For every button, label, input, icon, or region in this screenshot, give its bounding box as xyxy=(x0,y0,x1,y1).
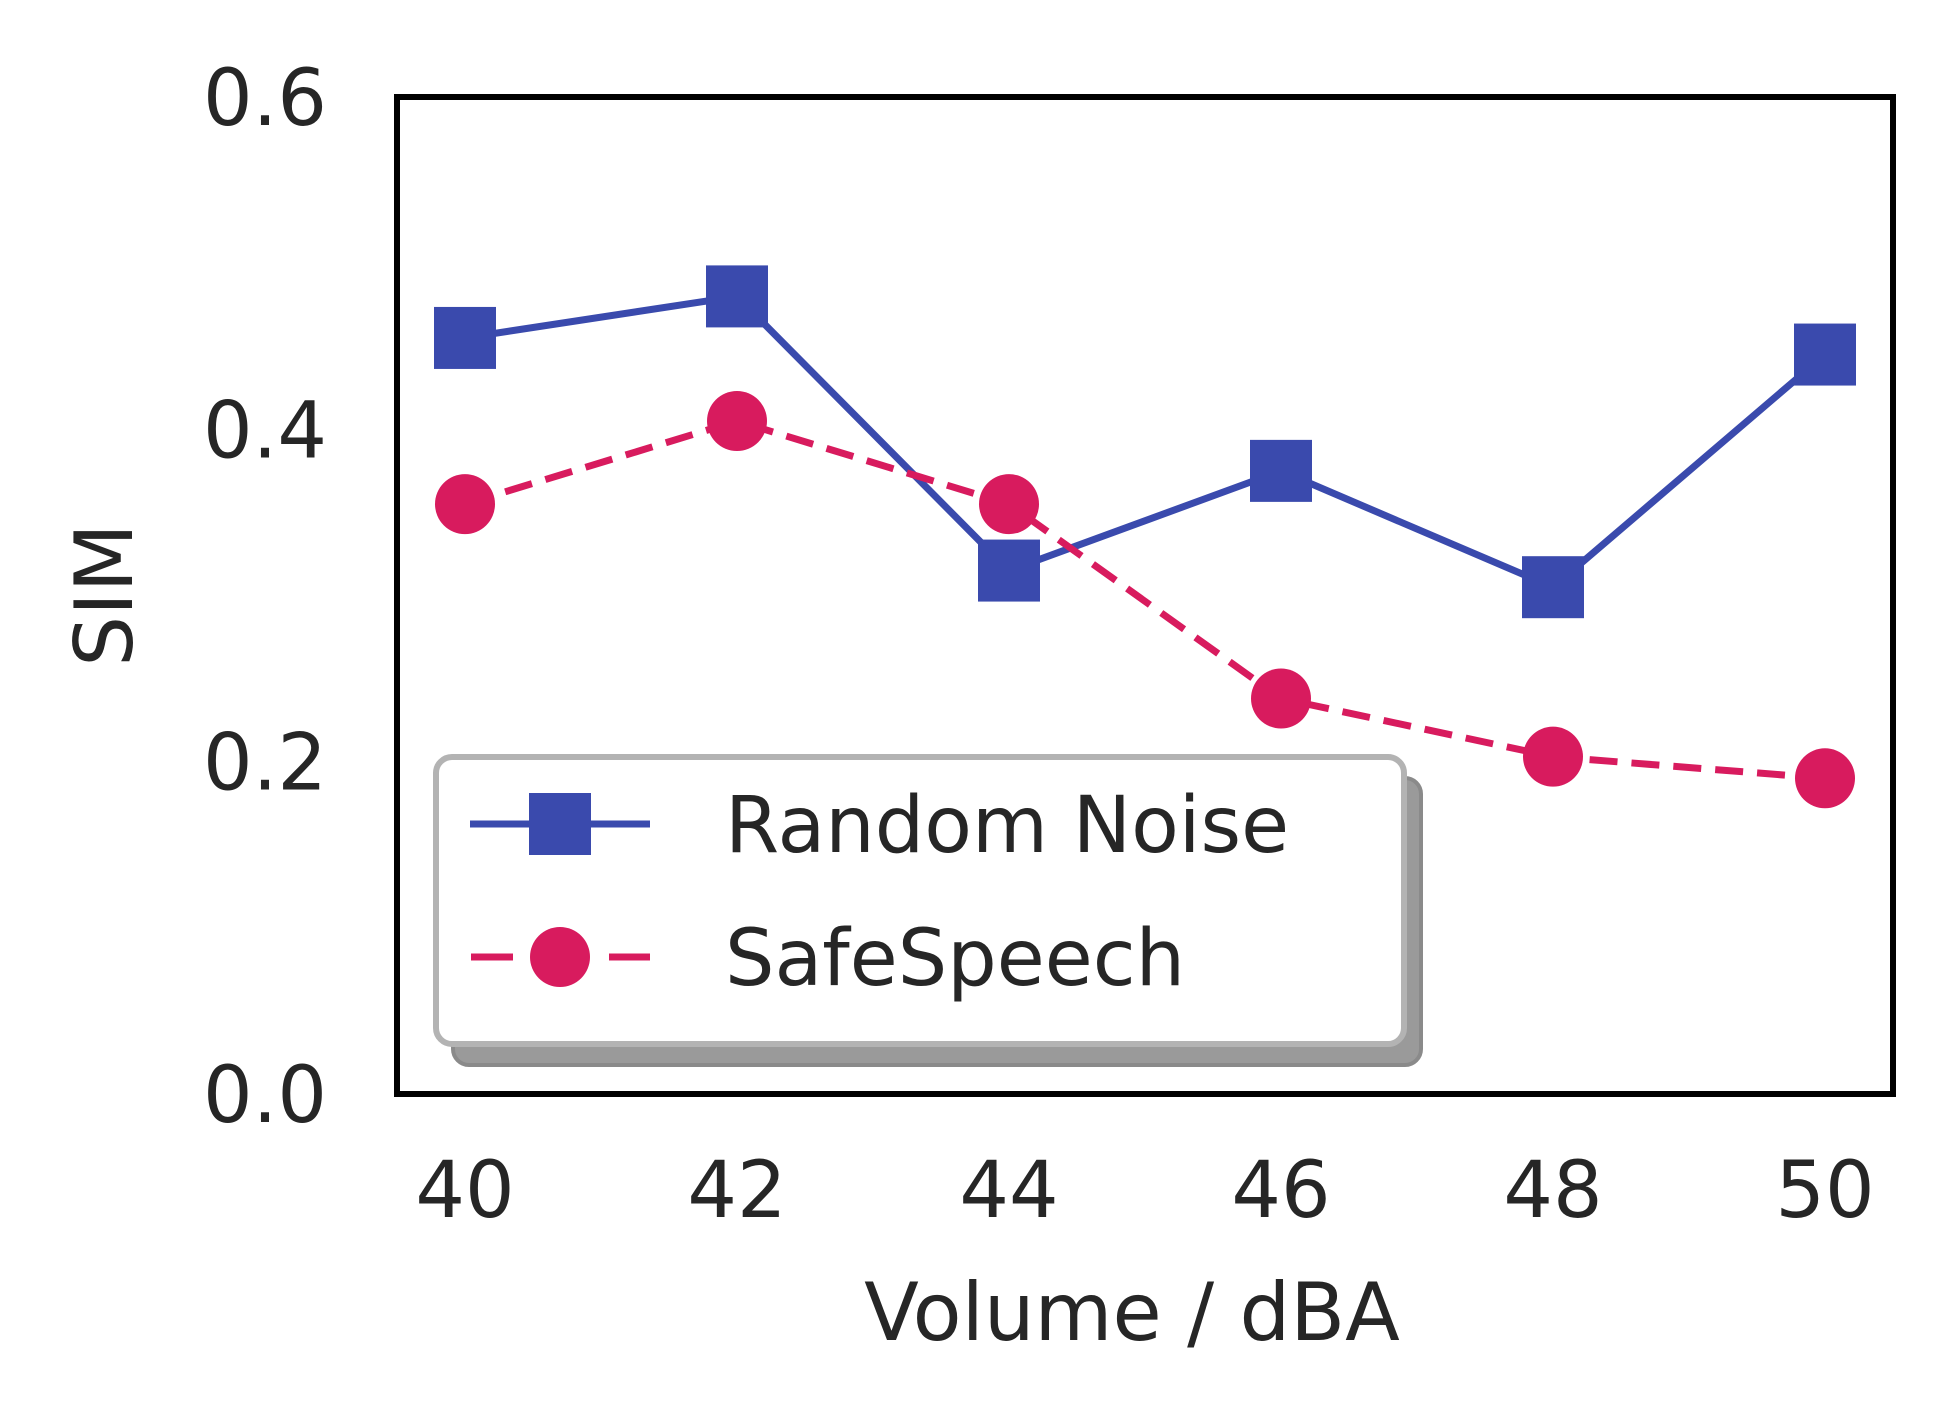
x-tick-label: 42 xyxy=(687,1146,786,1236)
x-tick-label: 44 xyxy=(959,1146,1058,1236)
x-tick-label: 50 xyxy=(1775,1146,1874,1236)
series-line-safespeech xyxy=(463,417,1826,782)
data-point xyxy=(978,539,1040,602)
legend-marker xyxy=(529,793,591,855)
legend-entry-random-noise: Random Noise xyxy=(470,781,1289,871)
data-point xyxy=(1523,726,1583,787)
data-point xyxy=(707,391,767,452)
legend-marker xyxy=(530,927,590,987)
y-tick-label: 0.0 xyxy=(203,1051,327,1141)
data-point xyxy=(435,474,495,535)
y-axis: 0.0 0.2 0.4 0.6 xyxy=(203,54,327,1141)
data-point xyxy=(434,306,496,369)
x-tick-label: 48 xyxy=(1503,1146,1602,1236)
series-line-random-noise xyxy=(464,292,1828,591)
data-point xyxy=(1795,748,1855,809)
data-point xyxy=(706,265,768,328)
series-safespeech xyxy=(435,391,1855,809)
data-point xyxy=(1251,668,1311,729)
legend-entry-safespeech: SafeSpeech xyxy=(471,914,1185,1004)
x-axis: 40 42 44 46 48 50 xyxy=(415,1146,1874,1236)
y-tick-label: 0.4 xyxy=(203,386,327,476)
legend: Random Noise SafeSpeech xyxy=(433,754,1423,1067)
x-axis-title: Volume / dBA xyxy=(864,1266,1400,1359)
x-tick-label: 40 xyxy=(415,1146,514,1236)
data-point xyxy=(1794,323,1856,386)
legend-label: Random Noise xyxy=(725,781,1289,871)
y-axis-title: SIM xyxy=(58,523,151,666)
y-tick-label: 0.2 xyxy=(203,719,327,809)
x-tick-label: 46 xyxy=(1231,1146,1330,1236)
legend-box xyxy=(433,754,1407,1047)
legend-label: SafeSpeech xyxy=(725,914,1185,1004)
data-point xyxy=(979,474,1039,535)
series-layer xyxy=(434,265,1856,809)
series-random-noise xyxy=(434,265,1856,619)
data-point xyxy=(1522,556,1584,619)
data-point xyxy=(1250,439,1312,502)
y-tick-label: 0.6 xyxy=(203,54,327,144)
